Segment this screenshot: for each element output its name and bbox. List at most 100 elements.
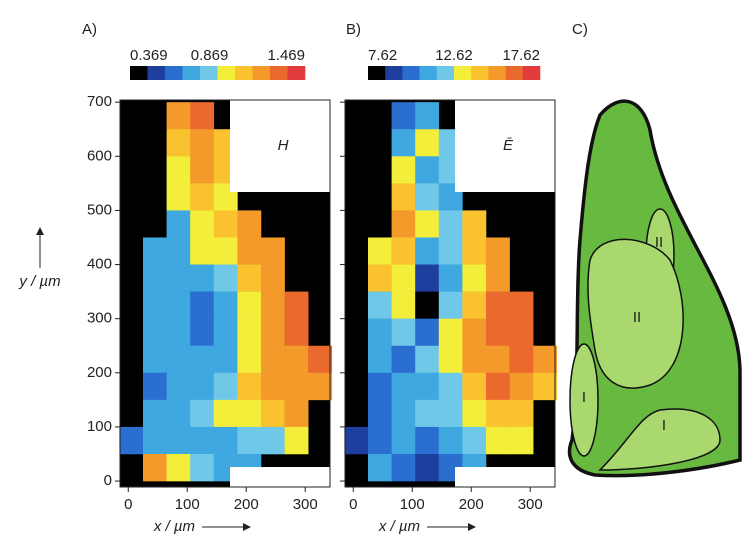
heat-cell (392, 156, 416, 183)
y-tick-label: 700 (87, 93, 112, 110)
heat-cell (285, 373, 309, 400)
heat-cell (261, 292, 285, 319)
heat-cell (462, 292, 486, 319)
heat-cell (510, 373, 534, 400)
heat-cell (439, 265, 463, 292)
heat-cell (415, 183, 439, 210)
heat-cell (237, 237, 261, 264)
panel-label: B) (346, 21, 361, 38)
heat-cell (368, 237, 392, 264)
heat-cell (190, 346, 214, 373)
colorbar-segment (420, 66, 438, 80)
heat-cell (510, 427, 534, 454)
heat-cell (143, 292, 167, 319)
colorbar-segment (402, 66, 420, 80)
heat-cell (190, 400, 214, 427)
heat-cell (415, 292, 439, 319)
heat-cell (261, 265, 285, 292)
heat-cell (368, 373, 392, 400)
heat-cell (261, 237, 285, 264)
colorbar-tick-label: 17.62 (502, 47, 540, 64)
colorbar-tick-label: 0.369 (130, 47, 168, 64)
panel-label: A) (82, 21, 97, 38)
heat-cell (214, 346, 238, 373)
heat-cell (190, 319, 214, 346)
heat-cell (415, 156, 439, 183)
heat-cell (510, 400, 534, 427)
heat-cell (261, 346, 285, 373)
heat-cell (261, 373, 285, 400)
heat-cell (462, 237, 486, 264)
heat-cell (190, 102, 214, 129)
heat-cell (415, 129, 439, 156)
heat-cell (143, 427, 167, 454)
heat-cell (285, 319, 309, 346)
inset-label: Ē (503, 137, 514, 154)
heat-cell (486, 400, 510, 427)
x-tick-label: 0 (124, 496, 132, 513)
heat-cell (214, 373, 238, 400)
heat-cell (439, 346, 463, 373)
heat-cell (462, 319, 486, 346)
heat-cell (415, 319, 439, 346)
heat-cell (190, 292, 214, 319)
colorbar-segment (368, 66, 386, 80)
x-tick-label: 300 (518, 496, 543, 513)
region-label: I (582, 389, 586, 406)
heat-cell (368, 265, 392, 292)
heat-cell (439, 400, 463, 427)
y-tick-label: 0 (104, 472, 112, 489)
heat-cell (237, 210, 261, 237)
colorbar-segment (488, 66, 506, 80)
colorbar-segment (288, 66, 306, 80)
heat-cell (533, 346, 557, 373)
heat-cell (392, 319, 416, 346)
x-tick-label: 0 (349, 496, 357, 513)
colorbar-segment (523, 66, 541, 80)
heat-cell (143, 373, 167, 400)
heat-cell (344, 427, 368, 454)
heat-cell (439, 292, 463, 319)
heat-cell (261, 427, 285, 454)
colorbar-segment (183, 66, 201, 80)
colorbar-tick-label: 7.62 (368, 47, 397, 64)
heat-cell (237, 400, 261, 427)
heat-cell (143, 265, 167, 292)
x-tick-label: 100 (175, 496, 200, 513)
colorbar-segment (471, 66, 489, 80)
heat-cell (486, 346, 510, 373)
heat-cell (462, 210, 486, 237)
heat-cell (167, 373, 191, 400)
heat-cell (214, 237, 238, 264)
heat-cell (261, 400, 285, 427)
region-diagram (570, 101, 740, 476)
heat-cell (392, 183, 416, 210)
heat-cell (462, 373, 486, 400)
heat-cell (167, 427, 191, 454)
heat-cell (214, 265, 238, 292)
figure: C) II II I I A)H010020030001002003004005… (0, 0, 742, 542)
y-tick-label: 300 (87, 310, 112, 327)
heat-cell (214, 210, 238, 237)
heat-cell (368, 400, 392, 427)
heat-cell (167, 292, 191, 319)
colorbar-tick-label: 12.62 (435, 47, 473, 64)
heat-cell (392, 129, 416, 156)
heat-cell (285, 292, 309, 319)
heat-cell (167, 454, 191, 481)
heat-cell (510, 346, 534, 373)
heat-cell (415, 454, 439, 481)
heat-cell (237, 346, 261, 373)
heat-cell (415, 427, 439, 454)
heat-cell (392, 346, 416, 373)
heat-cell (415, 400, 439, 427)
region-label: II (655, 234, 663, 251)
heat-cell (308, 373, 332, 400)
heat-cell (368, 346, 392, 373)
y-tick-label: 500 (87, 201, 112, 218)
heat-cell (415, 102, 439, 129)
heat-cell (261, 319, 285, 346)
colorbar-tick-label: 1.469 (267, 47, 305, 64)
heat-cell (237, 265, 261, 292)
heat-cell (167, 346, 191, 373)
